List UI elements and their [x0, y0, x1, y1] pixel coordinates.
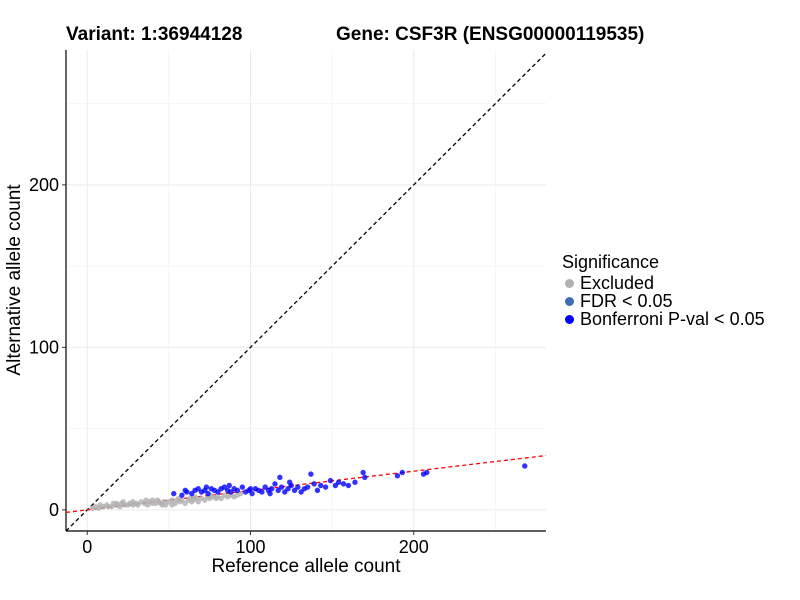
data-point-bonferroni-p-val-0-05	[269, 486, 275, 492]
tick-labels: 0 100 200 0 100 200	[29, 175, 429, 557]
data-point-bonferroni-p-val-0-05	[239, 484, 246, 490]
data-point-bonferroni-p-val-0-05	[327, 477, 334, 484]
data-point-excluded	[156, 499, 162, 505]
variant-title: Variant: 1:36944128	[66, 24, 243, 45]
y-tick-label: 100	[29, 337, 59, 357]
gene-title: Gene: CSF3R (ENSG00000119535)	[336, 24, 645, 45]
data-point-excluded	[149, 497, 156, 503]
legend-label: Bonferroni P-val < 0.05	[580, 308, 765, 329]
data-point-bonferroni-p-val-0-05	[340, 481, 347, 487]
y-tick-label: 200	[29, 175, 59, 195]
data-point-bonferroni-p-val-0-05	[345, 482, 352, 489]
data-point-bonferroni-p-val-0-05	[272, 481, 278, 487]
data-point-excluded	[169, 502, 175, 508]
data-point-bonferroni-p-val-0-05	[360, 469, 366, 476]
data-point-bonferroni-p-val-0-05	[322, 484, 329, 490]
data-point-bonferroni-p-val-0-05	[424, 469, 430, 476]
y-axis-label: Alternative allele count	[4, 184, 25, 376]
data-point-bonferroni-p-val-0-05	[304, 484, 311, 490]
data-point-bonferroni-p-val-0-05	[205, 490, 211, 497]
data-point-bonferroni-p-val-0-05	[249, 490, 255, 497]
data-point-bonferroni-p-val-0-05	[286, 479, 293, 485]
data-point-bonferroni-p-val-0-05	[203, 484, 210, 490]
data-point-excluded	[120, 499, 126, 505]
legend-label: Excluded	[580, 272, 655, 293]
data-point-bonferroni-p-val-0-05	[352, 479, 358, 485]
data-point-bonferroni-p-val-0-05	[247, 486, 254, 492]
x-axis-label: Reference allele count	[211, 556, 401, 577]
legend-item-bonferroni: Bonferroni P-val < 0.05	[562, 308, 765, 329]
data-point-bonferroni-p-val-0-05	[308, 471, 314, 477]
data-point-bonferroni-p-val-0-05	[277, 474, 283, 481]
data-point-excluded	[143, 497, 149, 503]
y-tick-label: 0	[49, 500, 59, 520]
x-tick-label: 0	[82, 537, 92, 557]
grid-lines	[66, 50, 546, 531]
data-point-excluded	[113, 500, 120, 507]
legend-swatch-fdr	[565, 296, 574, 306]
data-point-bonferroni-p-val-0-05	[522, 463, 528, 469]
data-point-bonferroni-p-val-0-05	[394, 473, 401, 479]
x-tick-label: 100	[235, 537, 265, 557]
legend: Significance Excluded FDR < 0.05 Bonferr…	[562, 252, 765, 329]
data-point-bonferroni-p-val-0-05	[182, 487, 188, 494]
data-point-bonferroni-p-val-0-05	[317, 482, 324, 489]
data-point-bonferroni-p-val-0-05	[179, 492, 185, 498]
legend-label: FDR < 0.05	[580, 290, 673, 311]
data-point-bonferroni-p-val-0-05	[314, 487, 321, 494]
data-points	[89, 463, 528, 511]
data-point-bonferroni-p-val-0-05	[295, 484, 301, 490]
x-tick-label: 200	[399, 537, 429, 557]
legend-swatch-excluded	[565, 278, 574, 288]
data-point-excluded	[189, 499, 195, 505]
reference-lines	[65, 52, 547, 532]
data-point-bonferroni-p-val-0-05	[234, 487, 241, 494]
data-point-bonferroni-p-val-0-05	[226, 482, 232, 489]
legend-swatch-bonferroni	[565, 314, 574, 324]
data-point-bonferroni-p-val-0-05	[259, 489, 265, 495]
data-point-bonferroni-p-val-0-05	[335, 479, 342, 485]
legend-item-fdr: FDR < 0.05	[562, 290, 765, 311]
axes	[65, 50, 546, 532]
legend-item-excluded: Excluded	[562, 272, 765, 293]
data-point-excluded	[130, 499, 136, 505]
legend-title: Significance	[562, 252, 660, 272]
reference-line-identity	[65, 52, 547, 532]
data-point-bonferroni-p-val-0-05	[278, 484, 285, 490]
data-point-bonferroni-p-val-0-05	[311, 481, 317, 487]
data-point-bonferroni-p-val-0-05	[362, 474, 368, 481]
data-point-bonferroni-p-val-0-05	[171, 490, 177, 497]
data-point-bonferroni-p-val-0-05	[399, 469, 406, 476]
data-point-bonferroni-p-val-0-05	[267, 490, 273, 497]
